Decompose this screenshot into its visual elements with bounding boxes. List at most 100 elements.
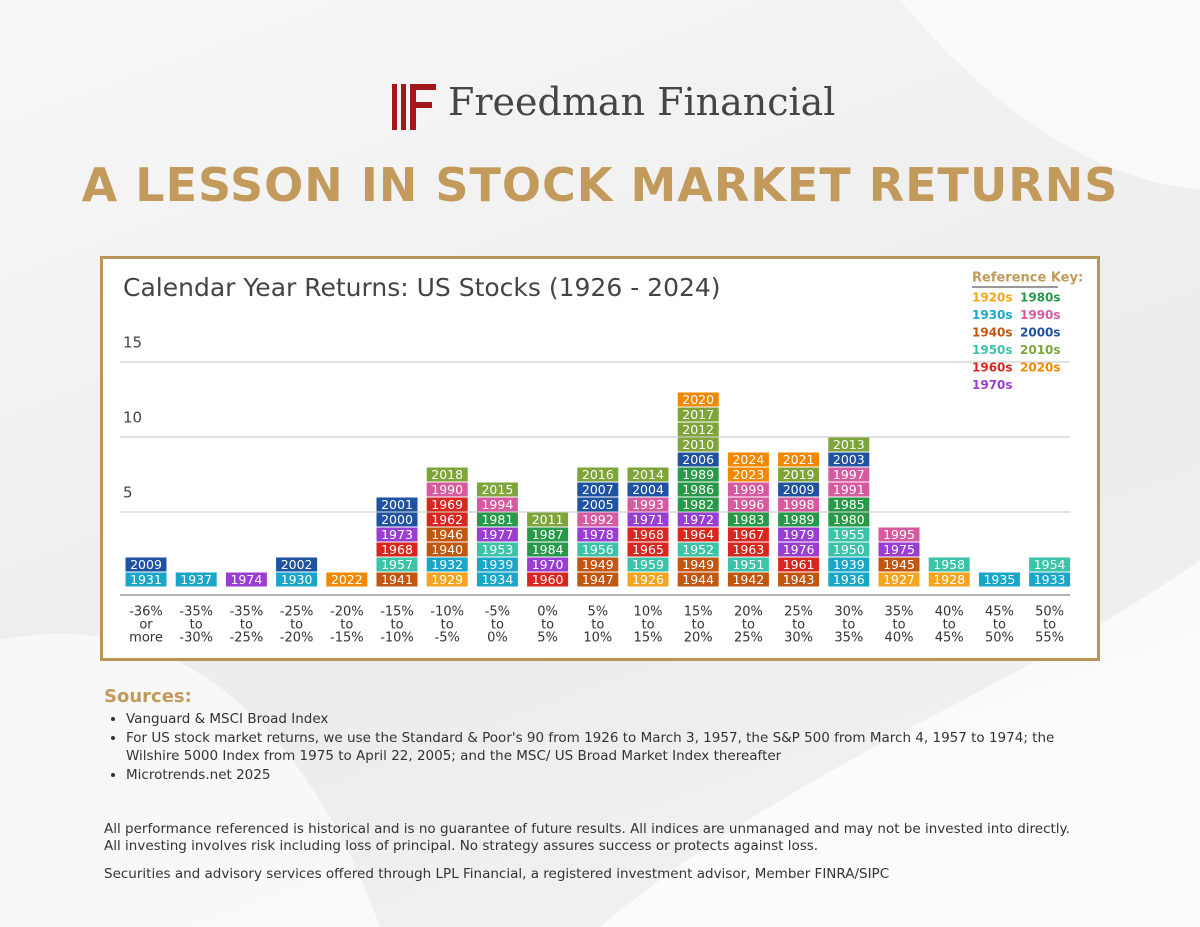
x-tick-label: to bbox=[692, 618, 705, 633]
year-cell bbox=[627, 557, 669, 572]
x-tick-label: to bbox=[441, 618, 454, 633]
year-cell bbox=[727, 467, 769, 482]
x-tick-label: to bbox=[491, 618, 504, 633]
year-cell bbox=[225, 572, 267, 587]
x-tick-label: 45% bbox=[985, 605, 1014, 620]
x-tick-label: 35% bbox=[834, 631, 863, 646]
key-entry: 1990s bbox=[1020, 308, 1061, 322]
logo-icon bbox=[392, 84, 436, 130]
year-cell bbox=[677, 572, 719, 587]
x-tick-label: to bbox=[390, 618, 403, 633]
year-label: 1949 bbox=[682, 557, 714, 572]
x-tick-label: 15% bbox=[634, 631, 663, 646]
x-tick-label: -20% bbox=[280, 631, 314, 646]
year-cell bbox=[928, 572, 970, 587]
year-label: 1936 bbox=[833, 572, 865, 587]
x-tick-label: 20% bbox=[684, 631, 713, 646]
year-cell bbox=[376, 527, 418, 542]
x-tick-label: to bbox=[1043, 618, 1056, 633]
year-label: 1986 bbox=[682, 482, 714, 497]
x-tick-label: 40% bbox=[885, 631, 914, 646]
year-label: 1955 bbox=[833, 527, 865, 542]
y-tick-label: 10 bbox=[123, 409, 142, 427]
year-label: 1979 bbox=[783, 527, 815, 542]
key-entry: 1940s bbox=[972, 326, 1013, 340]
year-label: 2009 bbox=[130, 557, 162, 572]
x-tick-label: 0% bbox=[487, 631, 508, 646]
year-label: 1957 bbox=[381, 557, 413, 572]
year-cell bbox=[527, 527, 569, 542]
x-tick-label: -5% bbox=[485, 605, 510, 620]
year-label: 1980 bbox=[833, 512, 865, 527]
year-cell bbox=[828, 512, 870, 527]
x-tick-label: to bbox=[842, 618, 855, 633]
year-label: 1971 bbox=[632, 512, 664, 527]
year-label: 1931 bbox=[130, 572, 162, 587]
year-label: 1932 bbox=[431, 557, 463, 572]
year-label: 1968 bbox=[381, 542, 413, 557]
x-tick-label: 0% bbox=[537, 605, 558, 620]
x-tick-label: to bbox=[190, 618, 203, 633]
year-label: 1941 bbox=[381, 572, 413, 587]
year-cell bbox=[577, 542, 619, 557]
year-cell bbox=[426, 542, 468, 557]
year-label: 1989 bbox=[682, 467, 714, 482]
x-tick-label: -36% bbox=[129, 605, 163, 620]
year-label: 1983 bbox=[732, 512, 764, 527]
year-cell bbox=[125, 572, 167, 587]
year-label: 1985 bbox=[833, 497, 865, 512]
x-tick-label: -10% bbox=[430, 605, 464, 620]
year-label: 1993 bbox=[632, 497, 664, 512]
year-label: 1928 bbox=[933, 572, 965, 587]
x-tick-label: 25% bbox=[734, 631, 763, 646]
year-cell bbox=[677, 542, 719, 557]
x-tick-label: -35% bbox=[179, 605, 213, 620]
year-label: 2024 bbox=[732, 452, 764, 467]
key-entry: 2020s bbox=[1020, 361, 1061, 375]
disclaimer: Securities and advisory services offered… bbox=[104, 866, 890, 882]
year-label: 1972 bbox=[682, 512, 714, 527]
x-tick-label: to bbox=[742, 618, 755, 633]
year-label: 1978 bbox=[582, 527, 614, 542]
x-tick-label: -20% bbox=[330, 605, 364, 620]
year-cell bbox=[527, 572, 569, 587]
x-tick-label: -25% bbox=[230, 631, 264, 646]
x-tick-label: -15% bbox=[380, 605, 414, 620]
year-label: 2022 bbox=[331, 572, 363, 587]
year-label: 1976 bbox=[783, 542, 815, 557]
year-label: 1953 bbox=[481, 542, 513, 557]
year-label: 1998 bbox=[783, 497, 815, 512]
year-cell bbox=[276, 557, 318, 572]
x-tick-label: 30% bbox=[784, 631, 813, 646]
year-label: 1994 bbox=[481, 497, 513, 512]
year-label: 1969 bbox=[431, 497, 463, 512]
year-label: 1947 bbox=[582, 572, 614, 587]
year-label: 2007 bbox=[582, 482, 614, 497]
year-label: 2019 bbox=[783, 467, 815, 482]
year-cell bbox=[828, 542, 870, 557]
year-cell bbox=[778, 572, 820, 587]
year-label: 1952 bbox=[682, 542, 714, 557]
year-cell bbox=[778, 482, 820, 497]
year-cell bbox=[426, 467, 468, 482]
year-cell bbox=[778, 497, 820, 512]
year-cell bbox=[828, 527, 870, 542]
year-label: 1960 bbox=[532, 572, 564, 587]
year-label: 1950 bbox=[833, 542, 865, 557]
year-label: 2004 bbox=[632, 482, 664, 497]
year-label: 1965 bbox=[632, 542, 664, 557]
year-label: 1942 bbox=[732, 572, 764, 587]
year-cell bbox=[577, 527, 619, 542]
year-cell bbox=[677, 467, 719, 482]
year-label: 2005 bbox=[582, 497, 614, 512]
logo-text: Freedman Financial bbox=[448, 80, 836, 124]
year-cell bbox=[476, 557, 518, 572]
key-title: Reference Key: bbox=[972, 271, 1083, 286]
x-tick-label: to bbox=[641, 618, 654, 633]
chart-title: Calendar Year Returns: US Stocks (1926 -… bbox=[123, 273, 721, 302]
year-cell bbox=[376, 542, 418, 557]
year-cell bbox=[627, 482, 669, 497]
year-label: 1981 bbox=[481, 512, 513, 527]
year-cell bbox=[727, 482, 769, 497]
year-label: 1987 bbox=[532, 527, 564, 542]
